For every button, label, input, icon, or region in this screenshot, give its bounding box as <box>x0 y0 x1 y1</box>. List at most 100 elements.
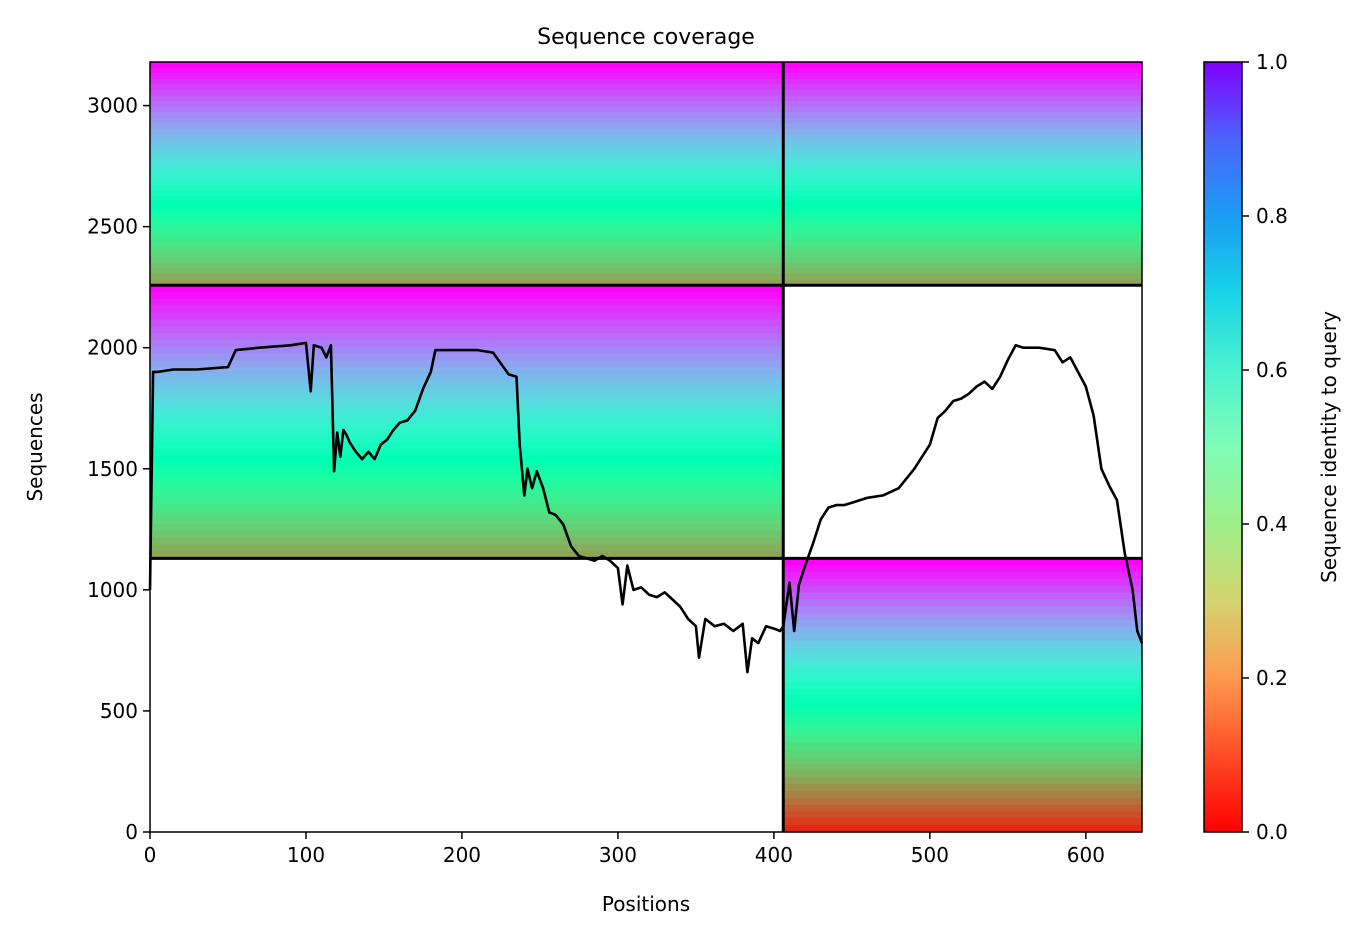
heatmap-band <box>783 736 1142 744</box>
chart-title: Sequence coverage <box>537 25 755 50</box>
heatmap-band <box>150 246 784 253</box>
heatmap-band <box>150 483 784 491</box>
heatmap-band <box>783 195 1142 203</box>
heatmap-band <box>150 496 784 505</box>
heatmap-band <box>783 592 1142 601</box>
colorbar-tick-label: 0.0 <box>1256 820 1288 844</box>
y-tick-label: 2500 <box>87 215 138 239</box>
heatmap-band <box>783 804 1142 813</box>
heatmap-band <box>783 201 1142 208</box>
heatmap-band <box>150 435 784 443</box>
x-tick-label: 100 <box>287 843 325 867</box>
heatmap-band <box>150 298 784 307</box>
heatmap-band <box>783 128 1142 136</box>
heatmap-band <box>783 811 1142 819</box>
heatmap-band <box>783 179 1142 186</box>
heatmap-band <box>783 274 1142 281</box>
heatmap-band <box>783 106 1142 113</box>
heatmap-band <box>150 333 784 341</box>
heatmap-band <box>783 134 1142 141</box>
heatmap-band <box>783 688 1142 696</box>
heatmap-band <box>783 156 1142 164</box>
heatmap-band <box>783 558 1142 566</box>
heatmap-band <box>783 654 1142 662</box>
heatmap-band <box>150 360 784 368</box>
heatmap-band <box>783 117 1142 124</box>
colorbar-tick-label: 0.6 <box>1256 358 1288 382</box>
colorbar-tick-label: 0.2 <box>1256 666 1288 690</box>
heatmap-band <box>783 729 1142 737</box>
heatmap-band <box>783 62 1142 69</box>
heatmap-band <box>783 257 1142 264</box>
heatmap-band <box>783 168 1142 175</box>
heatmap-band <box>783 190 1142 197</box>
heatmap-band <box>783 73 1142 80</box>
heatmap-band <box>150 408 784 416</box>
heatmap-band <box>150 168 784 175</box>
heatmap-band <box>783 660 1142 669</box>
heatmap-band <box>150 305 784 314</box>
heatmap-band <box>150 78 784 85</box>
heatmap-band <box>783 681 1142 689</box>
heatmap-band <box>783 251 1142 258</box>
heatmap-band <box>783 572 1142 580</box>
heatmap-band <box>150 374 784 382</box>
heatmap-band <box>150 476 784 484</box>
y-tick-label: 2000 <box>87 336 138 360</box>
heatmap-band <box>783 715 1142 724</box>
heatmap-band <box>783 770 1142 778</box>
heatmap-band <box>150 551 784 559</box>
heatmap-band <box>150 339 784 348</box>
y-axis: 0 500 1000 1500 2000 2500 3000 <box>87 94 150 844</box>
heatmap-band <box>783 695 1142 703</box>
y-tick-label: 500 <box>100 699 138 723</box>
heatmap-band <box>150 449 784 457</box>
heatmap-band <box>783 151 1142 158</box>
heatmap-band <box>150 195 784 203</box>
heatmap-band <box>150 537 784 546</box>
heatmap-band <box>150 279 784 286</box>
x-tick-label: 300 <box>599 843 637 867</box>
heatmap-band <box>150 268 784 275</box>
heatmap-band <box>783 797 1142 806</box>
heatmap-band <box>783 818 1142 826</box>
heatmap-band <box>150 490 784 498</box>
heatmap-band <box>150 173 784 180</box>
heatmap-band <box>150 207 784 214</box>
heatmap-band <box>783 777 1142 785</box>
heatmap-band <box>150 394 784 402</box>
heatmap-band <box>783 173 1142 180</box>
heatmap-band <box>783 279 1142 286</box>
heatmap-band <box>150 223 784 231</box>
heatmap-band <box>150 73 784 80</box>
heatmap-band <box>783 140 1142 147</box>
heatmap-band <box>783 246 1142 253</box>
heatmap-band <box>150 312 784 320</box>
heatmap-band <box>783 647 1142 655</box>
heatmap-band <box>150 179 784 186</box>
heatmap-band <box>783 212 1142 219</box>
heatmap-band <box>783 702 1142 710</box>
y-tick-label: 3000 <box>87 94 138 118</box>
heatmap-band <box>150 531 784 539</box>
heatmap-band <box>150 151 784 158</box>
heatmap-band <box>783 123 1142 130</box>
heatmap-band <box>150 212 784 219</box>
heatmap-band <box>783 78 1142 85</box>
heatmap-band <box>150 229 784 236</box>
heatmap-band <box>150 319 784 327</box>
heatmap-band <box>150 128 784 136</box>
heatmap-band <box>150 123 784 130</box>
heatmap-band <box>150 274 784 281</box>
x-tick-label: 400 <box>755 843 793 867</box>
heatmap-band <box>150 353 784 361</box>
heatmap-band <box>783 674 1142 683</box>
x-tick-label: 500 <box>911 843 949 867</box>
heatmap-band <box>783 749 1142 758</box>
heatmap-band <box>783 626 1142 635</box>
heatmap-band <box>150 184 784 191</box>
x-axis-label: Positions <box>602 892 690 916</box>
heatmap-band <box>150 251 784 258</box>
heatmap-band <box>150 285 784 293</box>
